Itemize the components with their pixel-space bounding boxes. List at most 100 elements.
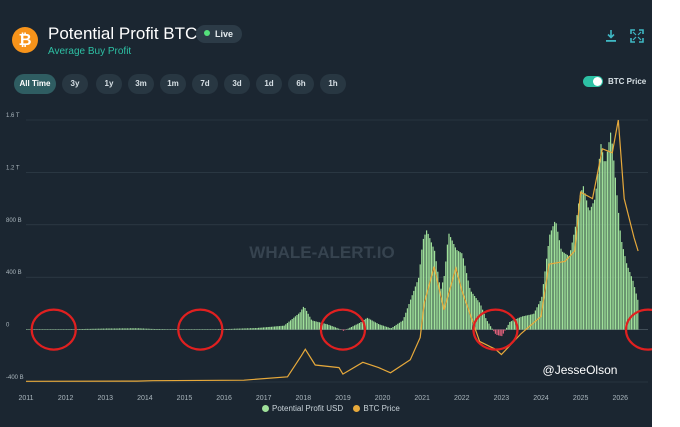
profit-bar	[253, 328, 255, 330]
legend-label-price: BTC Price	[363, 404, 400, 413]
profit-bars	[26, 132, 639, 337]
tab-6h[interactable]: 6h	[288, 74, 314, 94]
profit-bar	[422, 238, 424, 330]
legend-item-profit[interactable]: Potential Profit USD	[262, 404, 343, 413]
highlight-circle	[624, 308, 652, 351]
profit-bar	[318, 322, 320, 330]
highlight-circle	[472, 308, 519, 351]
profit-bar	[490, 326, 492, 330]
profit-bar	[122, 328, 124, 330]
profit-bar	[251, 328, 253, 330]
profit-bar	[94, 328, 96, 330]
profit-bar	[621, 242, 623, 330]
tab-3m[interactable]: 3m	[128, 74, 154, 94]
profit-bar	[373, 321, 375, 330]
profit-bar	[533, 313, 535, 330]
profit-bar	[542, 284, 544, 330]
profit-bar	[482, 309, 484, 330]
profit-bar	[285, 324, 287, 330]
profit-bar	[438, 282, 440, 330]
profit-bar	[376, 323, 378, 330]
toggle-switch[interactable]	[583, 76, 603, 87]
profit-bar	[509, 322, 511, 330]
profit-bar	[299, 312, 301, 330]
tab-all-time[interactable]: All Time	[14, 74, 56, 94]
tab-3y[interactable]: 3y	[62, 74, 88, 94]
tab-1y[interactable]: 1y	[96, 74, 122, 94]
profit-bar	[390, 328, 392, 330]
download-icon[interactable]	[604, 29, 618, 43]
chart-legend: Potential Profit USD BTC Price	[262, 404, 408, 413]
toggle-label: BTC Price	[608, 77, 647, 86]
profit-bar	[115, 328, 117, 330]
profit-bar	[512, 320, 514, 330]
profit-bar	[381, 325, 383, 330]
profit-bar	[510, 321, 512, 330]
profit-bar	[469, 287, 471, 330]
profit-bar	[522, 316, 524, 330]
profit-bar	[418, 277, 420, 330]
profit-bar	[491, 328, 493, 330]
profit-bar	[611, 143, 613, 330]
profit-bar	[618, 212, 620, 330]
profit-bar	[131, 328, 133, 330]
profit-bar	[141, 328, 143, 330]
profit-bar	[470, 291, 472, 330]
profit-bar	[227, 329, 229, 330]
profit-bar	[627, 267, 629, 330]
tab-3d[interactable]: 3d	[224, 74, 250, 94]
profit-bar	[531, 314, 533, 330]
profit-bar	[325, 323, 327, 330]
y-tick-label: 800 B	[6, 218, 22, 224]
fullscreen-icon[interactable]	[630, 29, 644, 43]
profit-bar	[294, 316, 296, 330]
profit-bar	[458, 251, 460, 330]
profit-bar	[256, 328, 258, 330]
profit-bar	[330, 325, 332, 330]
profit-bar	[110, 328, 112, 330]
watermark-text: WHALE-ALERT.IO	[249, 243, 394, 262]
live-badge: Live	[196, 25, 243, 43]
profit-bar	[387, 327, 389, 330]
profit-bar	[434, 250, 436, 330]
profit-bar	[232, 328, 234, 330]
tab-1h[interactable]: 1h	[320, 74, 346, 94]
profit-bar	[277, 326, 279, 330]
profit-bar	[82, 329, 84, 330]
x-tick-label: 2013	[97, 395, 113, 402]
profit-bar	[488, 323, 490, 330]
profit-bar	[293, 317, 295, 330]
profit-bar	[397, 323, 399, 330]
profit-bar	[568, 256, 570, 330]
profit-bar	[587, 207, 589, 330]
x-tick-label: 2017	[256, 395, 272, 402]
profit-bar	[77, 329, 79, 330]
profit-bar	[342, 329, 344, 331]
profit-bar	[283, 325, 285, 330]
legend-item-price[interactable]: BTC Price	[353, 404, 400, 413]
profit-bar	[592, 203, 594, 330]
profit-bar	[274, 326, 276, 330]
profit-bar	[573, 234, 575, 330]
profit-bar	[581, 190, 583, 330]
tab-1m[interactable]: 1m	[160, 74, 186, 94]
profit-bar	[99, 328, 101, 330]
profit-bar	[405, 312, 407, 330]
profit-bar	[134, 328, 136, 330]
profit-bar	[480, 305, 482, 330]
y-tick-label: 1.6 T	[6, 113, 20, 119]
tab-1d[interactable]: 1d	[256, 74, 282, 94]
profit-bar	[437, 271, 439, 330]
profit-bar	[582, 186, 584, 330]
profit-bar	[160, 329, 162, 330]
x-tick-label: 2011	[18, 395, 33, 402]
x-tick-label: 2018	[296, 395, 312, 402]
profit-bar	[152, 328, 154, 330]
profit-bar	[507, 324, 509, 330]
profit-bar	[258, 327, 260, 330]
profit-bar	[85, 328, 87, 330]
profit-bar	[224, 329, 226, 330]
tab-7d[interactable]: 7d	[192, 74, 218, 94]
profit-bar	[586, 200, 588, 330]
profit-bar	[128, 328, 130, 330]
